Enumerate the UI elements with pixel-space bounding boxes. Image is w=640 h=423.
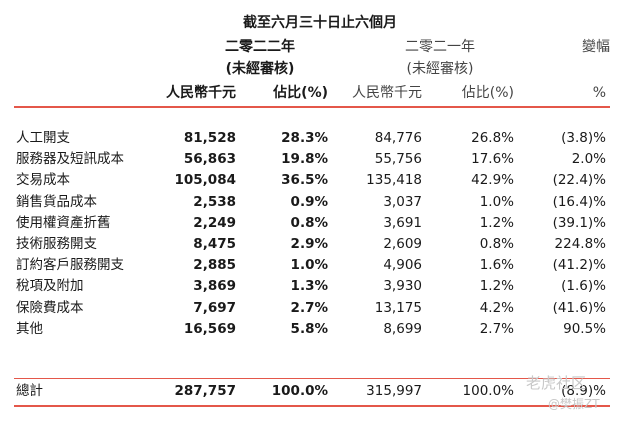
pct-2022: 2.9% — [290, 236, 328, 252]
value-2021: 4,906 — [383, 257, 422, 274]
total-label: 總計 — [16, 383, 43, 399]
change-value: 224.8% — [554, 236, 606, 252]
pct-2022: 5.8% — [290, 320, 328, 337]
value-2021: 135,418 — [366, 172, 422, 189]
total-2022-value: 287,757 — [174, 383, 237, 399]
pct-2021-header: 佔比(%) — [461, 85, 514, 101]
pct-2022: 1.0% — [290, 257, 328, 274]
row-label: 稅項及附加 — [16, 278, 84, 295]
row-label: 服務器及短訊成本 — [16, 151, 124, 168]
pct-2022: 2.7% — [290, 299, 328, 316]
value-2022: 2,885 — [193, 257, 236, 274]
value-2022: 81,528 — [183, 130, 236, 146]
change-value: (16.4)% — [552, 193, 606, 210]
value-2022: 105,084 — [174, 172, 237, 189]
pct-2022: 36.5% — [281, 172, 328, 189]
row-label: 交易成本 — [16, 172, 70, 189]
change-header: 變幅 — [582, 39, 610, 55]
header-rule — [14, 106, 610, 108]
value-2022: 3,869 — [193, 278, 236, 295]
value-2022: 2,249 — [193, 214, 236, 231]
watermark-line2: @樊振ZT — [548, 397, 600, 411]
value-2022: 56,863 — [183, 151, 236, 168]
change-value: (41.6)% — [552, 299, 606, 316]
pct-2021: 26.8% — [471, 130, 514, 146]
value-2021: 13,175 — [374, 299, 422, 316]
change-value: (41.2)% — [552, 257, 606, 274]
row-label: 保險費成本 — [16, 299, 84, 316]
year-2022-note: (未經審核) — [225, 61, 295, 77]
value-2021: 3,691 — [383, 214, 422, 231]
pct-2021: 17.6% — [471, 151, 514, 168]
change-value: (22.4)% — [552, 172, 606, 189]
unit-2021: 人民幣千元 — [352, 85, 422, 101]
row-label: 技術服務開支 — [16, 236, 97, 252]
change-value: (1.6)% — [561, 278, 606, 295]
row-label: 訂約客戶服務開支 — [16, 257, 124, 274]
row-label: 人工開支 — [16, 130, 70, 146]
pct-2021: 2.7% — [479, 320, 514, 337]
year-2021-note: (未經審核) — [406, 61, 474, 77]
pct-2021: 0.8% — [479, 236, 514, 252]
change-value: 90.5% — [563, 320, 606, 337]
pct-2021: 4.2% — [479, 299, 514, 316]
change-unit: % — [592, 85, 606, 101]
row-label: 銷售貨品成本 — [16, 193, 97, 210]
value-2021: 55,756 — [374, 151, 422, 168]
change-value: (3.8)% — [561, 130, 606, 146]
row-label: 其他 — [16, 320, 43, 337]
value-2021: 84,776 — [374, 130, 422, 146]
total-change: (8.9)% — [561, 383, 606, 399]
pct-2022: 19.8% — [281, 151, 328, 168]
value-2021: 2,609 — [383, 236, 422, 252]
year-2021-header: 二零二一年 — [405, 39, 475, 55]
value-2021: 3,037 — [383, 193, 422, 210]
value-2021: 8,699 — [383, 320, 422, 337]
pct-2022: 1.3% — [290, 278, 328, 295]
watermark: 老虎社区 @樊振ZT — [522, 374, 632, 416]
value-2021: 3,930 — [383, 278, 422, 295]
total-bottom-rule — [14, 405, 610, 407]
pct-2022: 28.3% — [281, 130, 328, 146]
watermark-line1: 老虎社区 — [526, 374, 587, 392]
total-2021-value: 315,997 — [366, 383, 422, 399]
row-label: 使用權資產折舊 — [16, 214, 111, 231]
total-top-rule — [14, 378, 610, 379]
pct-2021: 1.0% — [479, 193, 514, 210]
pct-2021: 42.9% — [471, 172, 514, 189]
period-title: 截至六月三十日止六個月 — [243, 15, 397, 31]
pct-2021: 1.2% — [479, 278, 514, 295]
total-2021-pct: 100.0% — [462, 383, 514, 399]
value-2022: 2,538 — [193, 193, 236, 210]
pct-2022: 0.9% — [290, 193, 328, 210]
change-value: 2.0% — [571, 151, 606, 168]
pct-2021: 1.6% — [479, 257, 514, 274]
value-2022: 16,569 — [183, 320, 236, 337]
pct-2022-header: 佔比(%) — [273, 85, 328, 101]
value-2022: 8,475 — [193, 236, 236, 252]
change-value: (39.1)% — [552, 214, 606, 231]
total-2022-pct: 100.0% — [271, 383, 328, 399]
pct-2022: 0.8% — [290, 214, 328, 231]
unit-2022: 人民幣千元 — [166, 85, 236, 101]
pct-2021: 1.2% — [479, 214, 514, 231]
value-2022: 7,697 — [193, 299, 236, 316]
year-2022-header: 二零二二年 — [225, 39, 295, 55]
